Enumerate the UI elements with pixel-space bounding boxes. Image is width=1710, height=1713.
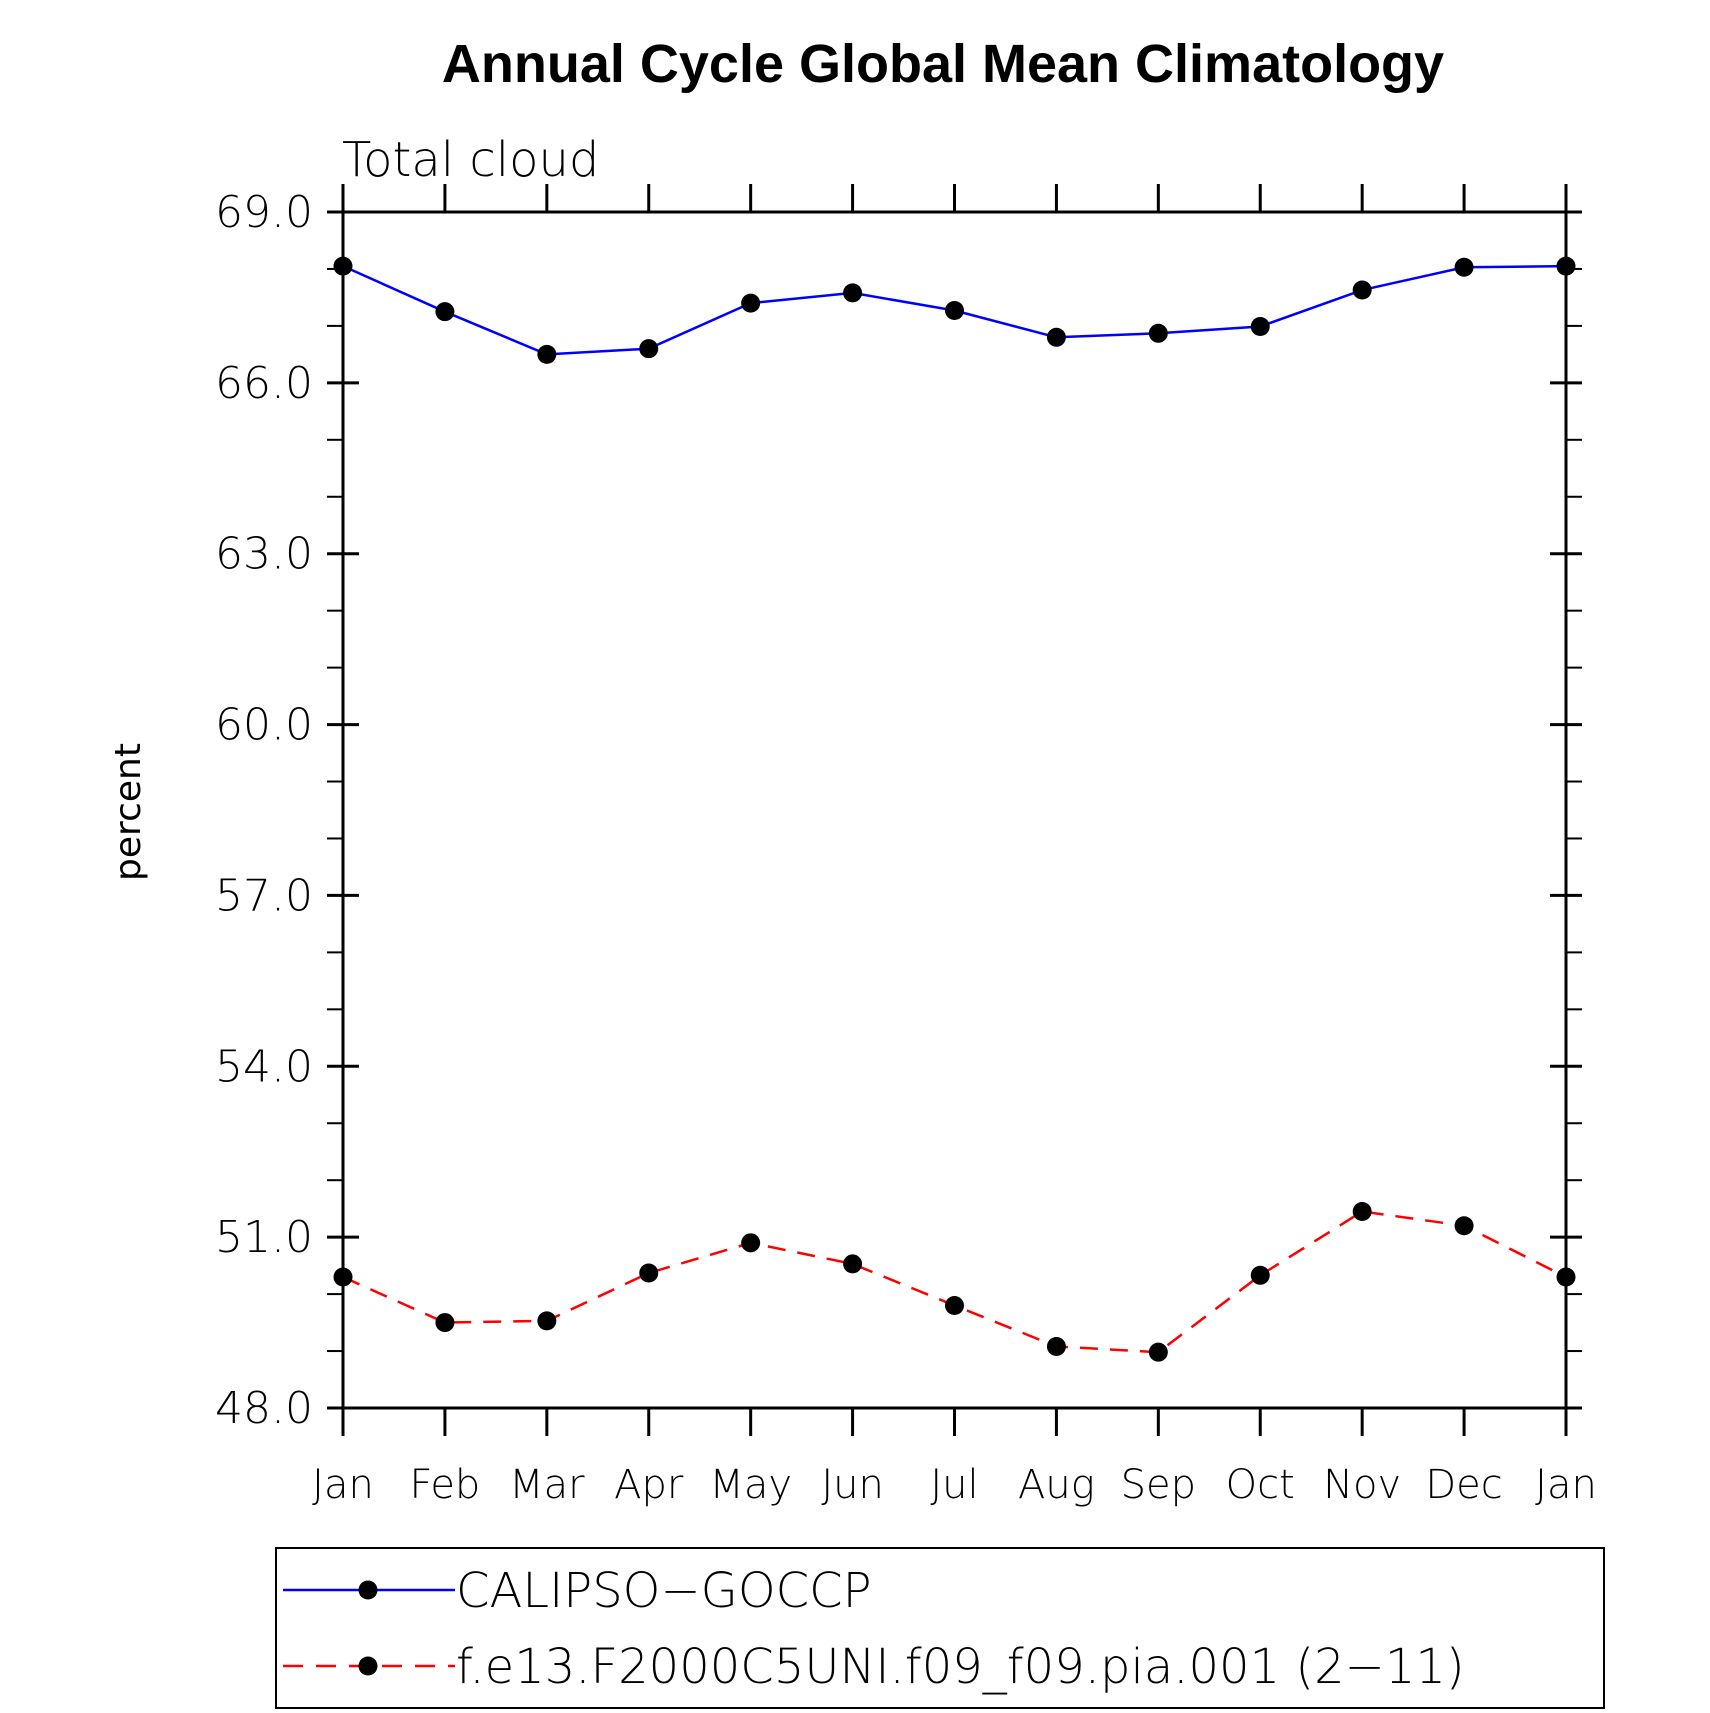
data-point-series-2 xyxy=(435,1313,455,1333)
x-tick-label: Jun xyxy=(821,1462,884,1508)
data-point-series-1 xyxy=(639,339,659,359)
data-point-series-2 xyxy=(1250,1265,1270,1285)
data-point-series-1 xyxy=(1046,327,1066,347)
data-point-series-1 xyxy=(1454,257,1474,277)
data-point-series-1 xyxy=(537,344,557,364)
x-tick-label: May xyxy=(709,1462,792,1508)
legend-label-2: f.e13.F2000C5UNI.f09_f09.pia.001 (2−11) xyxy=(456,1639,1465,1695)
plot-border xyxy=(341,210,1568,1410)
data-point-series-1 xyxy=(945,301,964,321)
series-line-2 xyxy=(342,1210,1567,1354)
data-point-series-2 xyxy=(1352,1202,1372,1222)
data-point-series-2 xyxy=(843,1254,863,1274)
x-tick-label: Jan xyxy=(312,1462,374,1508)
chart-subtitle: Total cloud xyxy=(342,132,599,188)
data-point-series-2 xyxy=(1148,1342,1168,1362)
x-tick-label: Jan xyxy=(1535,1462,1597,1508)
y-tick-label: 69.0 xyxy=(215,187,313,238)
y-tick-label: 63.0 xyxy=(215,529,313,580)
legend-marker-1 xyxy=(358,1580,378,1600)
x-tick-label: Feb xyxy=(410,1462,481,1508)
x-tick-label: Aug xyxy=(1018,1462,1095,1508)
legend: CALIPSO−GOCCP f.e13.F2000C5UNI.f09_f09.pi… xyxy=(275,1547,1605,1709)
y-tick-label: 51.0 xyxy=(215,1212,313,1263)
data-point-series-2 xyxy=(741,1233,761,1253)
data-point-series-2 xyxy=(333,1267,353,1287)
y-tick-label: 48.0 xyxy=(215,1383,313,1434)
data-point-series-1 xyxy=(333,256,353,276)
series-layer xyxy=(333,256,1576,1362)
legend-label-1: CALIPSO−GOCCP xyxy=(456,1563,872,1619)
x-tick-label: Dec xyxy=(1425,1462,1502,1508)
data-point-series-1 xyxy=(843,283,863,303)
data-point-series-1 xyxy=(1556,256,1576,276)
y-tick-labels: 69.0 66.0 63.0 60.0 57.0 54.0 51.0 48.0 xyxy=(215,187,313,1434)
legend-marker-2 xyxy=(358,1656,378,1676)
y-tick-label: 66.0 xyxy=(215,358,313,409)
x-tick-labels: Jan Feb Mar Apr May Jun Jul Aug Sep Oct Nov Dec Jan xyxy=(312,1462,1597,1508)
chart-title: Annual Cycle Global Mean Climatology xyxy=(442,34,1444,94)
y-tick-label: 57.0 xyxy=(215,870,313,921)
data-point-series-2 xyxy=(945,1295,964,1315)
x-tick-label: Apr xyxy=(614,1462,684,1508)
x-tick-label: Mar xyxy=(509,1462,585,1508)
data-point-series-2 xyxy=(1556,1267,1576,1287)
y-axis-label: percent xyxy=(108,743,149,881)
data-point-series-2 xyxy=(639,1263,659,1283)
y-tick-label: 54.0 xyxy=(215,1041,313,1092)
data-point-series-2 xyxy=(1046,1336,1066,1356)
x-tick-label: Sep xyxy=(1121,1462,1196,1508)
x-tick-label: Jul xyxy=(930,1462,978,1508)
legend-box xyxy=(275,1547,1605,1709)
data-point-series-1 xyxy=(435,302,455,322)
data-point-series-1 xyxy=(1148,323,1168,343)
data-point-series-2 xyxy=(537,1311,557,1331)
y-tick-label: 60.0 xyxy=(215,700,313,751)
x-tick-label: Nov xyxy=(1323,1462,1401,1508)
data-point-series-1 xyxy=(1250,316,1270,336)
x-tick-label: Oct xyxy=(1226,1462,1295,1508)
data-point-series-2 xyxy=(1454,1216,1474,1236)
data-point-series-1 xyxy=(741,293,761,313)
data-point-series-1 xyxy=(1352,280,1372,300)
plot-frame xyxy=(327,184,1582,1436)
